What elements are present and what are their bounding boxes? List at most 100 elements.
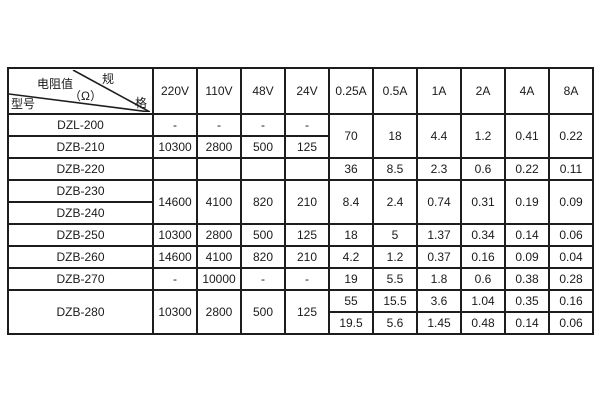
value-cell: 0.16: [460, 245, 506, 269]
value-cell: 36: [328, 157, 374, 181]
value-cell: 500: [240, 223, 286, 247]
value-cell: -: [152, 113, 198, 137]
value-cell: 0.22: [504, 157, 550, 181]
row-dzl-200: DZL-200 - - - - 70 18 4.4 1.2 0.41 0.22: [7, 113, 594, 159]
value-cell: [196, 157, 242, 181]
value-cell: 0.35: [504, 289, 550, 313]
value-cell: 1.2: [372, 245, 418, 269]
value-cell: 210: [284, 179, 330, 225]
value-cell: 0.6: [460, 267, 506, 291]
value-cell: 1.2: [460, 113, 506, 159]
value-cell: 0.09: [548, 179, 594, 225]
value-cell: 0.41: [504, 113, 550, 159]
model-cell-dzb-240: DZB-240: [7, 201, 154, 225]
value-cell: 0.09: [504, 245, 550, 269]
value-cell: 0.31: [460, 179, 506, 225]
value-cell: 4.4: [416, 113, 462, 159]
row-dzb-280-a: DZB-280 10300 2800 500 125 55 15.5 3.6 1…: [7, 289, 594, 335]
value-cell: 1.8: [416, 267, 462, 291]
value-cell: 0.74: [416, 179, 462, 225]
value-cell: 1.04: [460, 289, 506, 313]
value-cell: 8.5: [372, 157, 418, 181]
value-cell: 2800: [196, 223, 242, 247]
value-cell: 2.3: [416, 157, 462, 181]
row-dzb-220: DZB-220 36 8.5 2.3 0.6 0.22 0.11: [7, 157, 594, 181]
model-cell-dzb-220: DZB-220: [7, 157, 154, 181]
spec-label-top: 规: [102, 72, 115, 86]
value-cell: 0.06: [548, 311, 594, 335]
value-cell: 500: [240, 289, 286, 335]
value-cell: -: [284, 113, 330, 137]
value-cell: 0.22: [548, 113, 594, 159]
value-cell: 8.4: [328, 179, 374, 225]
value-cell: 0.34: [460, 223, 506, 247]
value-cell: 18: [328, 223, 374, 247]
value-cell: 0.38: [504, 267, 550, 291]
value-cell: 10300: [152, 289, 198, 335]
model-cell-dzb-250: DZB-250: [7, 223, 154, 247]
resistance-unit-label: （Ω）: [69, 89, 102, 103]
col-header-24v: 24V: [284, 67, 330, 115]
value-cell: 18: [372, 113, 418, 159]
col-header-110v: 110V: [196, 67, 242, 115]
value-cell: 2800: [196, 135, 242, 159]
value-cell: 820: [240, 179, 286, 225]
value-cell: 0.37: [416, 245, 462, 269]
value-cell: [152, 157, 198, 181]
model-cell-dzb-260: DZB-260: [7, 245, 154, 269]
value-cell: 4100: [196, 179, 242, 225]
resistance-spec-table: 电阻值 （Ω） 规 格 型号 220V 110V 48V 24V 0.25A 0…: [7, 67, 594, 335]
value-cell: 125: [284, 223, 330, 247]
model-cell-dzl-200: DZL-200: [7, 113, 154, 137]
value-cell: -: [240, 267, 286, 291]
value-cell: 0.6: [460, 157, 506, 181]
col-header-0-5a: 0.5A: [372, 67, 418, 115]
value-cell: 125: [284, 289, 330, 335]
row-dzb-280-b: 19.5 5.6 1.45 0.48 0.14 0.06: [8, 311, 594, 335]
col-header-2a: 2A: [460, 67, 506, 115]
value-cell: 820: [240, 245, 286, 269]
row-dzb-250: DZB-250 10300 2800 500 125 18 5 1.37 0.3…: [7, 223, 594, 247]
value-cell: 5: [372, 223, 418, 247]
header-row: 电阻值 （Ω） 规 格 型号 220V 110V 48V 24V 0.25A 0…: [7, 67, 594, 115]
value-cell: 10300: [152, 223, 198, 247]
value-cell: 0.48: [460, 311, 506, 335]
value-cell: 0.16: [548, 289, 594, 313]
value-cell: [240, 157, 286, 181]
value-cell: 70: [328, 113, 374, 159]
value-cell: 19: [328, 267, 374, 291]
value-cell: 0.11: [548, 157, 594, 181]
row-dzb-270: DZB-270 - 10000 - - 19 5.5 1.8 0.6 0.38 …: [7, 267, 594, 291]
model-cell-dzb-270: DZB-270: [7, 267, 154, 291]
row-dzb-260: DZB-260 14600 4100 820 210 4.2 1.2 0.37 …: [7, 245, 594, 269]
value-cell: 10300: [152, 135, 198, 159]
value-cell: 15.5: [372, 289, 418, 313]
value-cell: 0.14: [504, 311, 550, 335]
spec-label-bottom: 格: [135, 96, 148, 110]
model-cell-dzb-280: DZB-280: [7, 289, 154, 335]
value-cell: 0.04: [548, 245, 594, 269]
value-cell: 125: [284, 135, 330, 159]
value-cell: 55: [328, 289, 374, 313]
corner-header-cell: 电阻值 （Ω） 规 格 型号: [7, 67, 154, 115]
value-cell: -: [152, 267, 198, 291]
value-cell: 10000: [196, 267, 242, 291]
row-dzb-230: DZB-230 14600 4100 820 210 8.4 2.4 0.74 …: [7, 179, 594, 225]
row-dzb-210: DZB-210 10300 2800 500 125: [7, 135, 593, 159]
col-header-0-25a: 0.25A: [328, 67, 374, 115]
col-header-4a: 4A: [504, 67, 550, 115]
value-cell: 5.6: [372, 311, 418, 335]
model-cell-dzb-210: DZB-210: [7, 135, 154, 159]
value-cell: 14600: [152, 179, 198, 225]
col-header-220v: 220V: [152, 67, 198, 115]
value-cell: 14600: [152, 245, 198, 269]
resistance-label: 电阻值: [37, 77, 74, 91]
value-cell: 500: [240, 135, 286, 159]
model-label: 型号: [11, 97, 36, 111]
value-cell: 2800: [196, 289, 242, 335]
value-cell: 4.2: [328, 245, 374, 269]
value-cell: 2.4: [372, 179, 418, 225]
value-cell: 5.5: [372, 267, 418, 291]
value-cell: 1.45: [416, 311, 462, 335]
